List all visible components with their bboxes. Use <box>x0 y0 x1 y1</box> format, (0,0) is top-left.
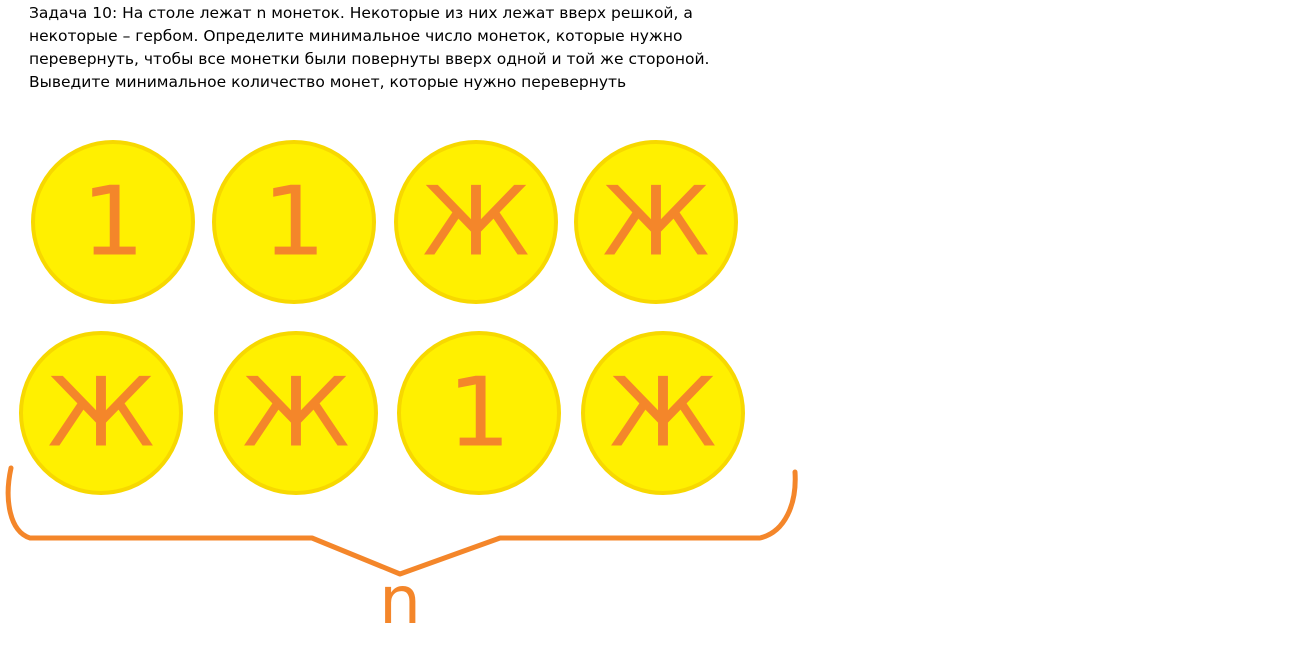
coin-face: Ж <box>422 165 530 278</box>
coin-face: 1 <box>81 165 145 278</box>
coin-face: Ж <box>47 356 155 469</box>
coin-face: Ж <box>242 356 350 469</box>
coin: Ж <box>214 331 378 495</box>
curly-brace <box>5 465 798 577</box>
coin-face: Ж <box>602 165 710 278</box>
task-line: некоторые – гербом. Определите минимальн… <box>29 27 683 45</box>
brace-path <box>5 465 798 577</box>
coin-face: 1 <box>447 356 511 469</box>
coin-face: 1 <box>262 165 326 278</box>
task-line: Выведите минимальное количество монет, к… <box>29 73 627 91</box>
task-line: Задача 10: На столе лежат n монеток. Нек… <box>29 4 693 22</box>
coin: 1 <box>212 140 376 304</box>
coin: Ж <box>19 331 183 495</box>
coin: 1 <box>31 140 195 304</box>
task-line: перевернуть, чтобы все монетки были пове… <box>29 50 710 68</box>
coin: Ж <box>581 331 745 495</box>
coin: Ж <box>394 140 558 304</box>
task-statement: Задача 10: На столе лежат n монеток. Нек… <box>29 2 749 94</box>
coin-face: Ж <box>609 356 717 469</box>
coin: Ж <box>574 140 738 304</box>
coin: 1 <box>397 331 561 495</box>
brace-label: n <box>379 562 421 639</box>
